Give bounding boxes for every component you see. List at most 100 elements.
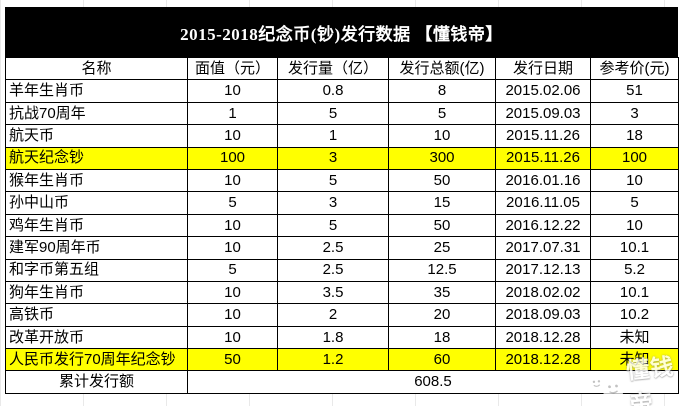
table-row: 高铁币 10 2 20 2018.09.03 10.2	[5, 303, 679, 327]
cell-name: 抗战70周年	[5, 101, 188, 126]
cell-total: 35	[388, 280, 496, 305]
table-row: 抗战70周年 1 5 5 2015.09.03 3	[5, 101, 679, 126]
column-header-face-value: 面值（元）	[187, 56, 278, 81]
cell-face-value: 5	[187, 258, 278, 282]
cell-volume: 3	[277, 146, 389, 170]
cell-ref-price: 51	[590, 79, 679, 103]
cell-volume: 1.8	[277, 325, 389, 350]
cell-date: 2017.07.31	[495, 236, 591, 260]
table-row: 改革开放币 10 1.8 18 2018.12.28 未知	[5, 325, 679, 350]
cell-face-value: 50	[187, 348, 278, 372]
cell-face-value: 1	[187, 101, 278, 126]
column-header-name: 名称	[5, 56, 188, 81]
cell-name: 羊年生肖币	[5, 79, 188, 103]
table-row: 孙中山币 5 3 15 2016.11.05 5	[5, 191, 679, 215]
cell-volume: 0.8	[277, 79, 389, 103]
cell-total: 300	[388, 146, 496, 170]
cell-volume: 2	[277, 303, 389, 327]
header-row: 名称 面值（元） 发行量（亿） 发行总额(亿) 发行日期 参考价(元)	[5, 56, 679, 81]
table-row: 和字币第五组 5 2.5 12.5 2017.12.13 5.2	[5, 258, 679, 282]
cell-total: 10	[388, 124, 496, 148]
cell-date: 2016.12.22	[495, 213, 591, 238]
cell-face-value: 5	[187, 191, 278, 215]
coin-issuance-table: 名称 面值（元） 发行量（亿） 发行总额(亿) 发行日期 参考价(元) 羊年生肖…	[5, 56, 679, 394]
cell-face-value: 10	[187, 303, 278, 327]
cell-name: 改革开放币	[5, 325, 188, 350]
cell-volume: 3.5	[277, 280, 389, 305]
table-header: 名称 面值（元） 发行量（亿） 发行总额(亿) 发行日期 参考价(元)	[5, 56, 679, 81]
table-row: 航天纪念钞 100 3 300 2015.11.26 100	[5, 146, 679, 170]
cell-ref-price: 10	[590, 213, 679, 238]
cell-date: 2015.11.26	[495, 146, 591, 170]
cell-date: 2018.02.02	[495, 280, 591, 305]
cell-total: 20	[388, 303, 496, 327]
table-row: 建军90周年币 10 2.5 25 2017.07.31 10.1	[5, 236, 679, 260]
cell-total: 25	[388, 236, 496, 260]
cell-name: 航天币	[5, 124, 188, 148]
cell-ref-price: 10.1	[590, 236, 679, 260]
cell-face-value: 10	[187, 124, 278, 148]
cell-name: 建军90周年币	[5, 236, 188, 260]
column-header-ref-price: 参考价(元)	[590, 56, 679, 81]
cell-volume: 2.5	[277, 236, 389, 260]
cell-total: 12.5	[388, 258, 496, 282]
cell-volume: 5	[277, 101, 389, 126]
cell-face-value: 10	[187, 280, 278, 305]
cell-name: 高铁币	[5, 303, 188, 327]
table-row: 狗年生肖币 10 3.5 35 2018.02.02 10.1	[5, 280, 679, 305]
cell-total: 5	[388, 101, 496, 126]
page-title: 2015-2018纪念币(钞)发行数据 【懂钱帝】	[5, 7, 678, 57]
cell-name: 鸡年生肖币	[5, 213, 188, 238]
table-row: 猴年生肖币 10 5 50 2016.01.16 10	[5, 168, 679, 193]
cell-ref-price: 未知	[590, 325, 679, 350]
cell-total: 50	[388, 213, 496, 238]
cell-ref-price: 10.2	[590, 303, 679, 327]
cell-face-value: 10	[187, 236, 278, 260]
cell-name: 人民币发行70周年纪念钞	[5, 348, 188, 372]
cell-face-value: 10	[187, 325, 278, 350]
cell-date: 2015.09.03	[495, 101, 591, 126]
cell-date: 2018.09.03	[495, 303, 591, 327]
cell-date: 2015.11.26	[495, 124, 591, 148]
cell-name: 航天纪念钞	[5, 146, 188, 170]
cell-date: 2018.12.28	[495, 348, 591, 372]
cell-ref-price: 3	[590, 101, 679, 126]
cell-total: 8	[388, 79, 496, 103]
cell-total: 18	[388, 325, 496, 350]
cell-volume: 2.5	[277, 258, 389, 282]
cell-total: 50	[388, 168, 496, 193]
table-row: 羊年生肖币 10 0.8 8 2015.02.06 51	[5, 79, 679, 103]
cell-ref-price: 5	[590, 191, 679, 215]
cell-name: 孙中山币	[5, 191, 188, 215]
cell-date: 2016.11.05	[495, 191, 591, 215]
cell-name: 狗年生肖币	[5, 280, 188, 305]
column-header-total: 发行总额(亿)	[388, 56, 496, 81]
column-header-date: 发行日期	[495, 56, 591, 81]
cell-name: 猴年生肖币	[5, 168, 188, 193]
cell-date: 2017.12.13	[495, 258, 591, 282]
cell-volume: 5	[277, 213, 389, 238]
cell-total: 15	[388, 191, 496, 215]
cell-volume: 1.2	[277, 348, 389, 372]
cell-total: 60	[388, 348, 496, 372]
cell-volume: 3	[277, 191, 389, 215]
cell-ref-price: 5.2	[590, 258, 679, 282]
cell-ref-price: 未知	[590, 348, 679, 372]
cell-face-value: 10	[187, 79, 278, 103]
cell-ref-price: 100	[590, 146, 679, 170]
cell-face-value: 100	[187, 146, 278, 170]
table-row: 航天币 10 1 10 2015.11.26 18	[5, 124, 679, 148]
cell-ref-price: 10	[590, 168, 679, 193]
cell-face-value: 10	[187, 213, 278, 238]
column-header-volume: 发行量（亿）	[277, 56, 389, 81]
footer-total-value: 608.5	[187, 370, 679, 394]
cell-date: 2015.02.06	[495, 79, 591, 103]
cell-date: 2016.01.16	[495, 168, 591, 193]
cell-volume: 1	[277, 124, 389, 148]
cell-name: 和字币第五组	[5, 258, 188, 282]
cell-ref-price: 10.1	[590, 280, 679, 305]
footer-row: 累计发行额 608.5	[5, 370, 679, 394]
footer-label: 累计发行额	[5, 370, 188, 394]
cell-volume: 5	[277, 168, 389, 193]
table-row: 人民币发行70周年纪念钞 50 1.2 60 2018.12.28 未知	[5, 348, 679, 372]
